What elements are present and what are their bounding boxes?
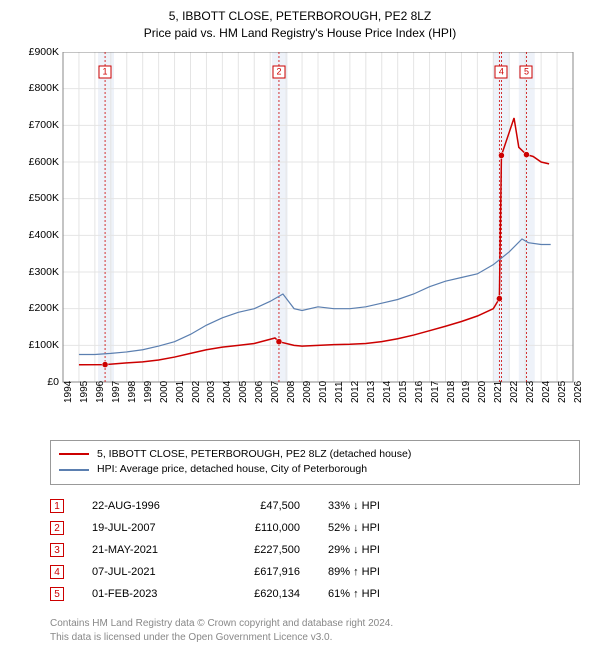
- x-tick-label: 2020: [477, 373, 488, 403]
- x-tick-label: 2026: [573, 373, 584, 403]
- event-date: 21-MAY-2021: [92, 544, 192, 556]
- x-tick-label: 2022: [509, 373, 520, 403]
- x-tick-label: 2023: [525, 373, 536, 403]
- event-row-marker: 2: [50, 521, 64, 535]
- y-tick-label: £400K: [15, 229, 59, 241]
- x-tick-label: 2019: [461, 373, 472, 403]
- legend-box: 5, IBBOTT CLOSE, PETERBOROUGH, PE2 8LZ (…: [50, 440, 580, 486]
- event-marker-5: 5: [520, 65, 533, 78]
- y-tick-label: £300K: [15, 266, 59, 278]
- x-tick-label: 2015: [398, 373, 409, 403]
- x-tick-label: 2002: [191, 373, 202, 403]
- footer-line-1: Contains HM Land Registry data © Crown c…: [50, 617, 580, 631]
- event-date: 19-JUL-2007: [92, 522, 192, 534]
- x-tick-label: 2009: [302, 373, 313, 403]
- event-row: 4 07-JUL-2021 £617,916 89% ↑ HPI: [50, 561, 580, 583]
- legend-swatch: [59, 469, 89, 471]
- x-tick-label: 2006: [254, 373, 265, 403]
- event-price: £620,134: [220, 588, 300, 600]
- event-price: £227,500: [220, 544, 300, 556]
- legend-item: HPI: Average price, detached house, City…: [59, 462, 571, 478]
- x-tick-label: 2011: [334, 373, 345, 403]
- y-tick-label: £800K: [15, 82, 59, 94]
- x-tick-label: 2012: [350, 373, 361, 403]
- legend-item: 5, IBBOTT CLOSE, PETERBOROUGH, PE2 8LZ (…: [59, 447, 571, 463]
- chart-svg: [15, 52, 585, 402]
- chart-container: 5, IBBOTT CLOSE, PETERBOROUGH, PE2 8LZ P…: [0, 0, 600, 650]
- x-tick-label: 2024: [541, 373, 552, 403]
- event-price: £617,916: [220, 566, 300, 578]
- x-tick-label: 2008: [286, 373, 297, 403]
- footer-line-2: This data is licensed under the Open Gov…: [50, 631, 580, 645]
- y-tick-label: £500K: [15, 192, 59, 204]
- y-tick-label: £900K: [15, 46, 59, 58]
- event-row-marker: 1: [50, 499, 64, 513]
- y-tick-label: £700K: [15, 119, 59, 131]
- event-marker-1: 1: [99, 65, 112, 78]
- event-pct: 33% ↓ HPI: [328, 500, 428, 512]
- event-marker-4: 4: [495, 65, 508, 78]
- legend-label: HPI: Average price, detached house, City…: [97, 462, 367, 478]
- event-row: 3 21-MAY-2021 £227,500 29% ↓ HPI: [50, 539, 580, 561]
- event-price: £47,500: [220, 500, 300, 512]
- x-tick-label: 2016: [414, 373, 425, 403]
- x-tick-label: 2007: [270, 373, 281, 403]
- x-tick-label: 2005: [238, 373, 249, 403]
- footer-note: Contains HM Land Registry data © Crown c…: [50, 617, 580, 645]
- event-date: 07-JUL-2021: [92, 566, 192, 578]
- x-tick-label: 1998: [127, 373, 138, 403]
- y-tick-label: £0: [15, 376, 59, 388]
- legend-swatch: [59, 453, 89, 455]
- event-pct: 29% ↓ HPI: [328, 544, 428, 556]
- chart-title-main: 5, IBBOTT CLOSE, PETERBOROUGH, PE2 8LZ: [10, 8, 590, 25]
- event-price: £110,000: [220, 522, 300, 534]
- x-tick-label: 1997: [111, 373, 122, 403]
- event-row: 1 22-AUG-1996 £47,500 33% ↓ HPI: [50, 495, 580, 517]
- event-marker-2: 2: [272, 65, 285, 78]
- y-tick-label: £600K: [15, 156, 59, 168]
- event-row: 5 01-FEB-2023 £620,134 61% ↑ HPI: [50, 583, 580, 605]
- event-date: 01-FEB-2023: [92, 588, 192, 600]
- event-row-marker: 4: [50, 565, 64, 579]
- events-table: 1 22-AUG-1996 £47,500 33% ↓ HPI 2 19-JUL-2007…: [50, 495, 580, 605]
- y-tick-label: £100K: [15, 339, 59, 351]
- x-tick-label: 1999: [143, 373, 154, 403]
- legend-label: 5, IBBOTT CLOSE, PETERBOROUGH, PE2 8LZ (…: [97, 447, 411, 463]
- y-tick-label: £200K: [15, 302, 59, 314]
- x-tick-label: 2018: [446, 373, 457, 403]
- x-tick-label: 2021: [493, 373, 504, 403]
- event-row: 2 19-JUL-2007 £110,000 52% ↓ HPI: [50, 517, 580, 539]
- event-row-marker: 5: [50, 587, 64, 601]
- x-tick-label: 1995: [79, 373, 90, 403]
- event-date: 22-AUG-1996: [92, 500, 192, 512]
- event-pct: 61% ↑ HPI: [328, 588, 428, 600]
- event-pct: 52% ↓ HPI: [328, 522, 428, 534]
- event-row-marker: 3: [50, 543, 64, 557]
- x-tick-label: 2000: [159, 373, 170, 403]
- event-pct: 89% ↑ HPI: [328, 566, 428, 578]
- x-tick-label: 2010: [318, 373, 329, 403]
- x-tick-label: 2017: [430, 373, 441, 403]
- x-tick-label: 2014: [382, 373, 393, 403]
- x-tick-label: 1994: [63, 373, 74, 403]
- x-tick-label: 2013: [366, 373, 377, 403]
- chart-area: £0 £100K £200K £300K £400K £500K £600K £700K £80…: [15, 52, 585, 432]
- chart-title-sub: Price paid vs. HM Land Registry's House …: [10, 25, 590, 42]
- x-tick-label: 2003: [206, 373, 217, 403]
- x-tick-label: 2004: [222, 373, 233, 403]
- x-tick-label: 1996: [95, 373, 106, 403]
- x-tick-label: 2001: [175, 373, 186, 403]
- x-tick-label: 2025: [557, 373, 568, 403]
